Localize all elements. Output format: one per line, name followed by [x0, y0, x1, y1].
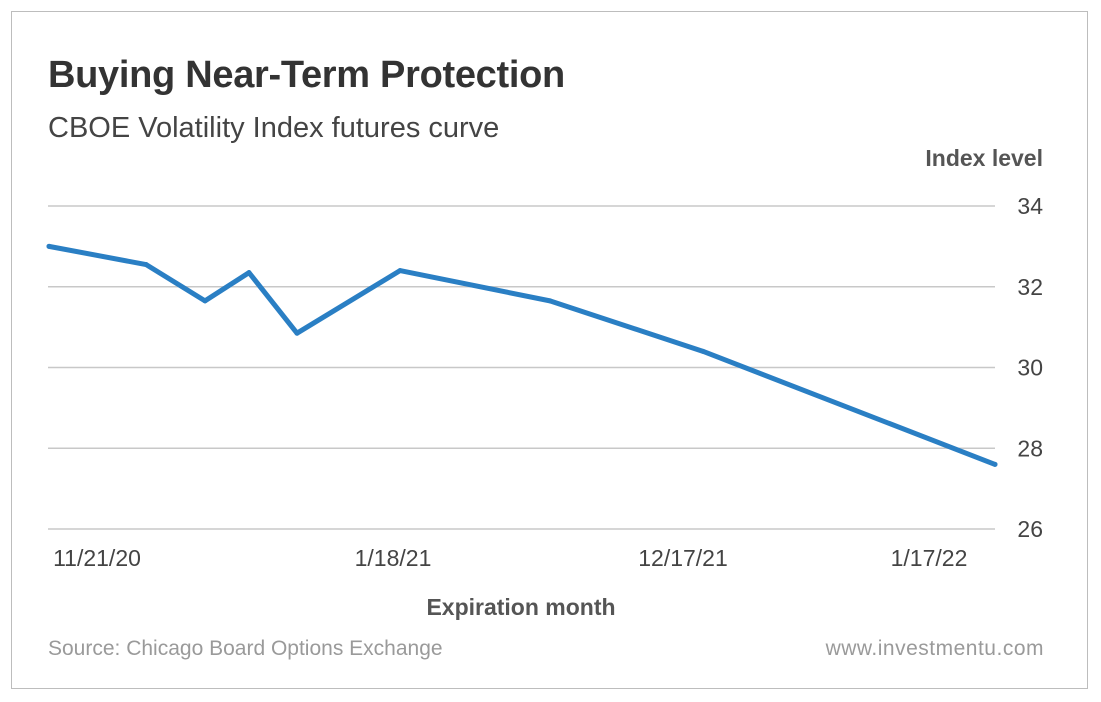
y-tick-label: 30 — [1017, 355, 1043, 381]
series-group — [46, 243, 998, 467]
x-axis-ticks: 11/21/20 1/18/21 12/17/21 1/17/22 — [53, 545, 967, 571]
data-point — [992, 461, 998, 467]
x-tick-label: 11/21/20 — [53, 545, 141, 571]
x-axis-title: Expiration month — [426, 594, 615, 620]
x-tick-label: 1/18/21 — [355, 545, 432, 571]
series-line — [46, 243, 998, 467]
x-tick-label: 12/17/21 — [638, 545, 728, 571]
y-tick-label: 34 — [1017, 193, 1043, 219]
website-url: www.investmentu.com — [825, 637, 1044, 660]
y-tick-label: 26 — [1017, 516, 1043, 542]
data-point — [246, 270, 252, 276]
chart-title: Buying Near-Term Protection — [48, 54, 565, 96]
data-point — [202, 298, 208, 304]
data-point — [294, 330, 300, 336]
source-note: Source: Chicago Board Options Exchange — [48, 637, 443, 660]
x-tick-label: 1/17/22 — [891, 545, 968, 571]
grid-lines — [48, 205, 995, 530]
chart-frame — [11, 11, 1088, 689]
data-point — [397, 268, 403, 274]
y-axis-ticks: 26 28 30 32 34 — [1017, 193, 1043, 542]
y-tick-label: 32 — [1017, 274, 1043, 300]
data-point — [143, 262, 149, 268]
data-point — [547, 298, 553, 304]
chart-subtitle: CBOE Volatility Index futures curve — [48, 112, 500, 144]
y-axis-title: Index level — [925, 145, 1043, 171]
data-point — [46, 243, 52, 249]
data-point — [700, 348, 706, 354]
y-tick-label: 28 — [1017, 435, 1043, 461]
